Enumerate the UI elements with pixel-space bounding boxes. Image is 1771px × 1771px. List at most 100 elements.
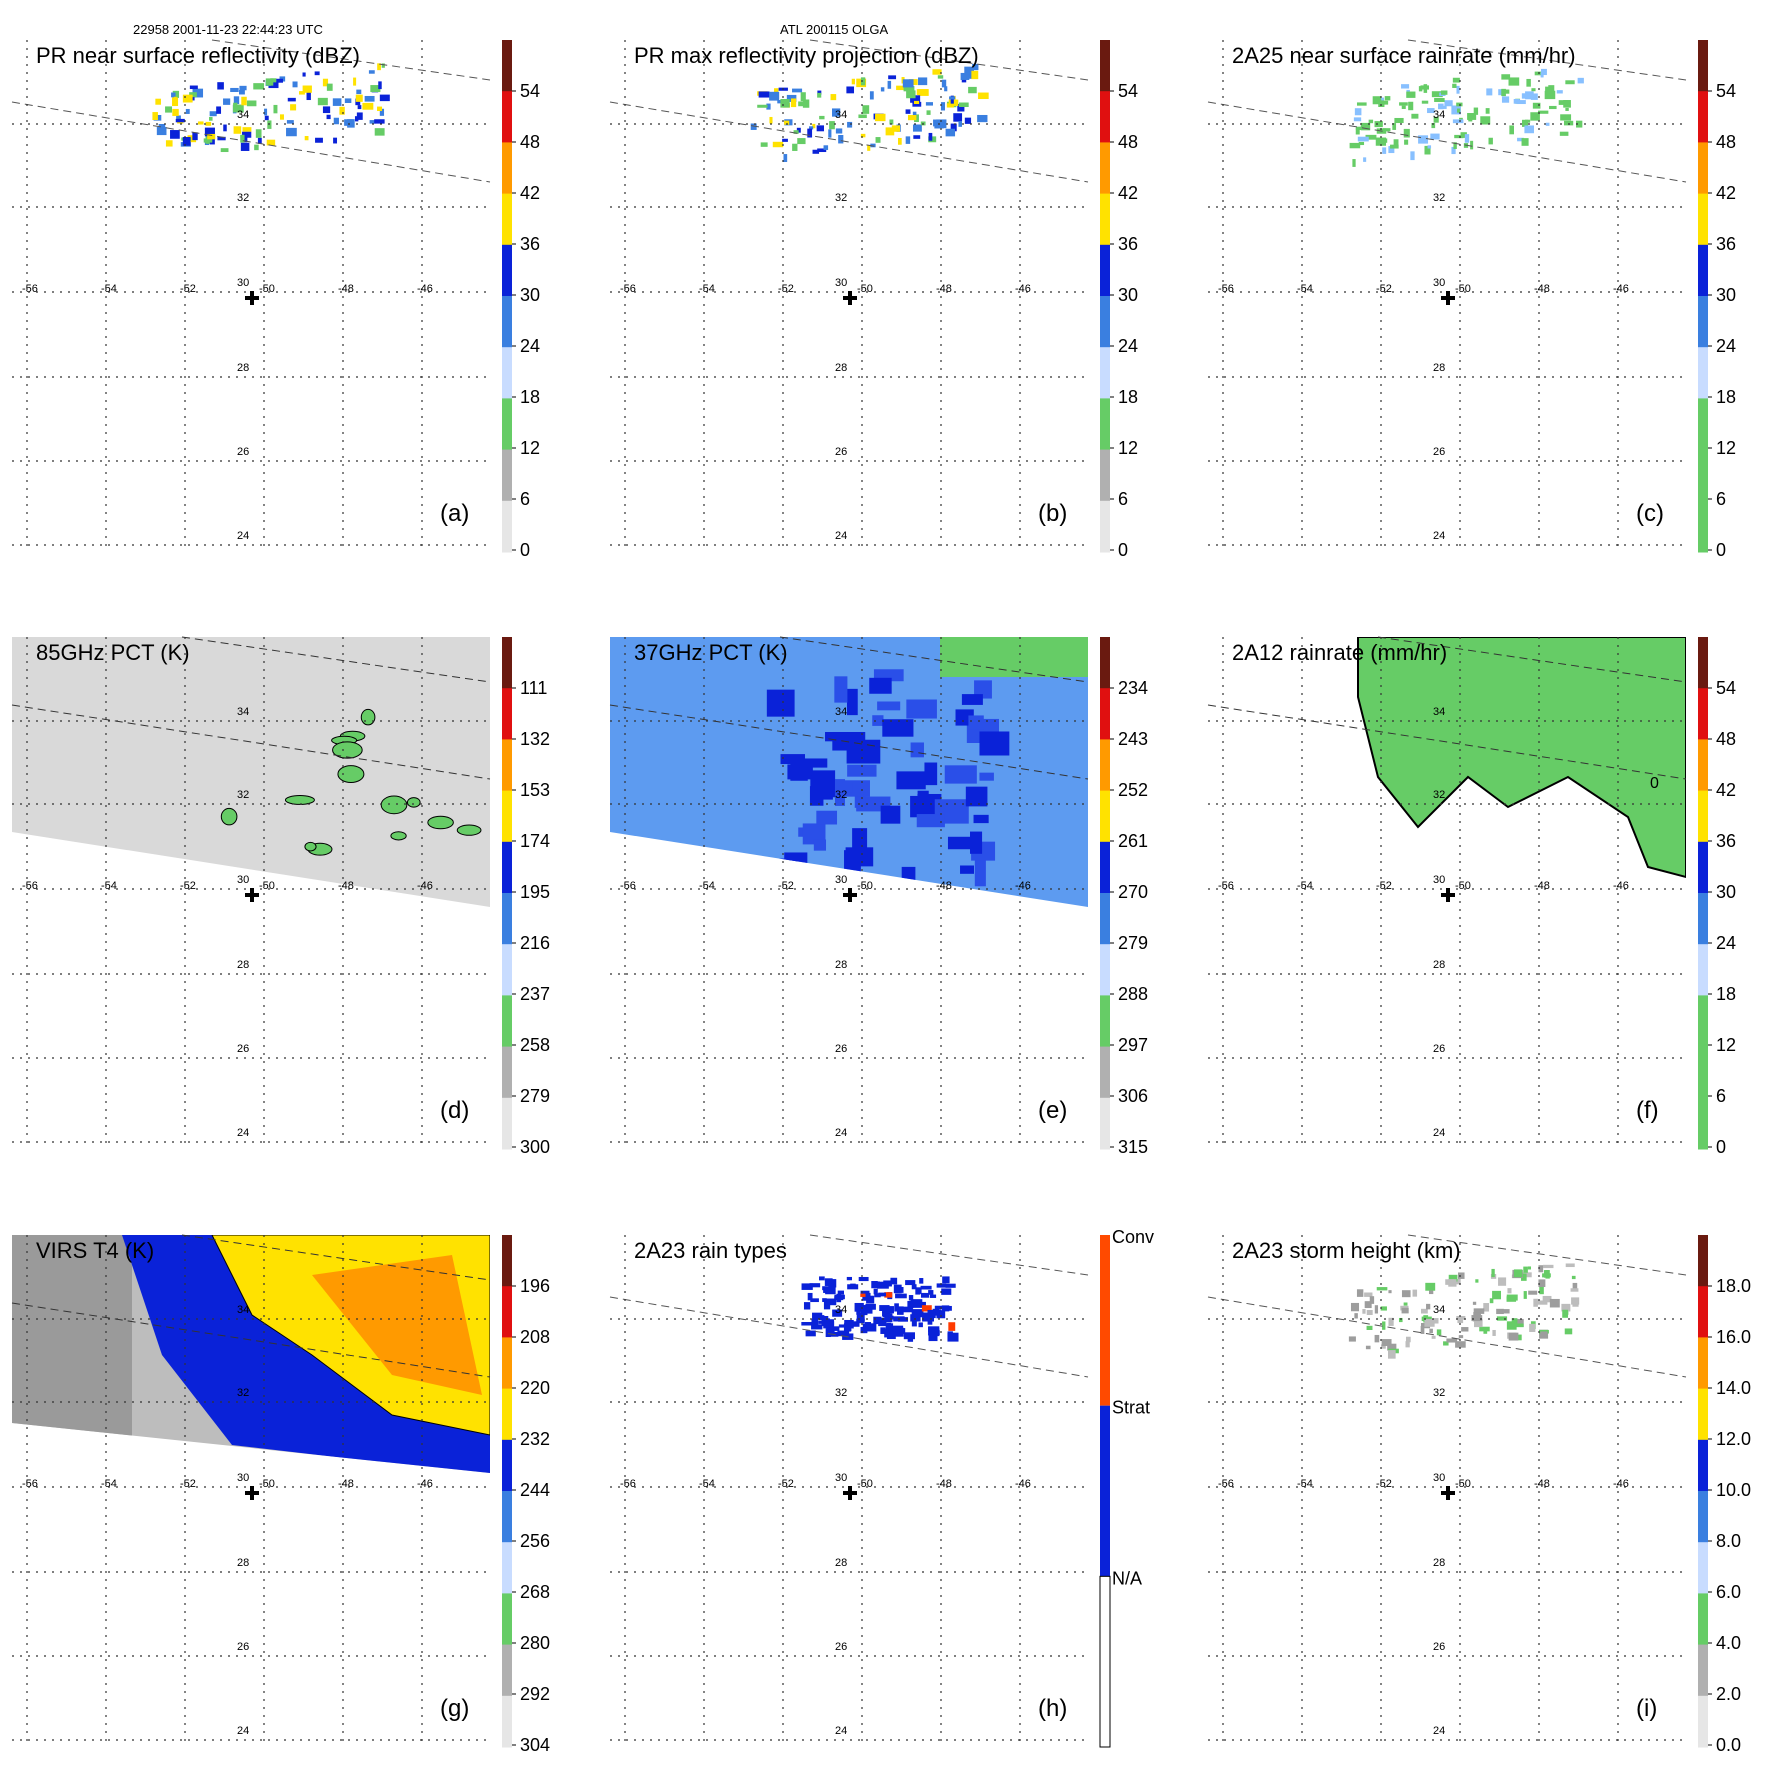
lat-tick-label: 30 [237,874,249,886]
panel-letter: (b) [1038,500,1068,527]
lat-tick-label: 28 [1433,1557,1445,1569]
panel-map: 273-56 -54 -52 -50 -48 -46 34 32 30 28 26 24 196 208 2… [11,1234,550,1755]
colorbar-tick-label: 18 [1716,387,1736,407]
colorbar-tick-label: 18 [1716,984,1736,1004]
lat-tick-label: 26 [1433,446,1445,458]
colorbar-tick-label: 6 [1716,489,1726,509]
lon-tick-label: -56 [22,283,38,295]
lon-tick-label: -48 [338,880,354,892]
lon-tick-label: -52 [180,283,196,295]
lon-tick-label: -52 [778,1478,794,1490]
colorbar-tick-label: 18.0 [1716,1276,1751,1296]
panel-letter: (e) [1038,1097,1068,1124]
lat-tick-label: 34 [237,1304,249,1316]
lon-tick-label: -46 [1613,880,1629,892]
header-storm-name: ATL 200115 OLGA [780,22,889,37]
lat-tick-label: 28 [1433,959,1445,971]
storm-center-marker [843,888,857,902]
colorbar-tick-label: 4.0 [1716,1633,1741,1653]
lat-tick-label: 32 [237,192,249,204]
colorbar-tick-label: 6 [1716,1086,1726,1106]
colorbar-tick-label: 30 [1118,285,1138,305]
colorbar-tick-label: 48 [1716,132,1736,152]
lon-tick-label: -56 [22,880,38,892]
colorbar: 54 48 42 36 30 24 18 12 6 0 [1698,40,1736,560]
lon-tick-label: -50 [1455,880,1471,892]
precip-area [750,63,989,163]
lon-tick-label: -48 [338,283,354,295]
colorbar-tick-label: 2.0 [1716,1684,1741,1704]
panel-letter: (f) [1636,1097,1659,1124]
lat-tick-label: 24 [1433,1725,1445,1737]
lon-tick-label: -50 [1455,283,1471,295]
lat-tick-label: 32 [237,789,249,801]
svg-text:273: 273 [32,1466,50,1478]
colorbar-tick-label: 24 [1716,933,1736,953]
lon-tick-label: -56 [620,1478,636,1490]
colorbar-tick-label: 196 [520,1276,550,1296]
panel-letter: (d) [440,1097,470,1124]
panel-map: -56 -54 -52 -50 -48 -46 34 32 30 28 26 24 18.0 16.0 14… [1207,1234,1751,1755]
lat-tick-label: 30 [237,1472,249,1484]
lon-tick-label: -56 [1218,880,1234,892]
lon-tick-label: -56 [22,1478,38,1490]
colorbar-tick-label: 153 [520,780,550,800]
rain-type-area [801,1276,959,1342]
lat-tick-label: 32 [1433,789,1445,801]
colorbar-tick-label: 30 [1716,285,1736,305]
panel-e: -56 -54 -52 -50 -48 -46 34 32 30 28 26 24 234 243 252 2… [609,636,1148,1157]
panel-map: -56 -54 -52 -50 -48 -46 34 32 30 28 26 24 54 48 42 36 30… [11,39,540,560]
lat-tick-label: 30 [835,1472,847,1484]
colorbar-tick-label: 8.0 [1716,1531,1741,1551]
lat-tick-label: 30 [835,277,847,289]
lat-tick-label: 30 [835,874,847,886]
panel-map: -56 -54 -52 -50 -48 -46 34 32 30 28 26 24 54 48 42 36 30… [1207,39,1736,560]
colorbar-tick-label: 216 [520,933,550,953]
lat-tick-label: 30 [1433,1472,1445,1484]
panel-letter: (g) [440,1695,470,1722]
colorbar-tick-label: 258 [520,1035,550,1055]
lat-tick-label: 32 [1433,1387,1445,1399]
storm-center-marker [245,1486,259,1500]
colorbar-tick-label: 12 [1716,1035,1736,1055]
colorbar: 196 208 220 232 244 256 268 280 292 304 [502,1235,550,1755]
colorbar: 111 132 153 174 195 216 237 258 279 300 [502,637,550,1157]
colorbar-tick-label: 208 [520,1327,550,1347]
lon-tick-label: -50 [857,1478,873,1490]
colorbar-tick-label: 0 [1716,540,1726,560]
colorbar-tick-label: 12.0 [1716,1429,1751,1449]
panel-map: -56 -54 -52 -50 -48 -463432302826241111321531… [11,636,550,1157]
lon-tick-label: -48 [936,1478,952,1490]
colorbar-tick-label: Conv [1112,1227,1154,1247]
lat-tick-label: 30 [1433,874,1445,886]
colorbar-tick-label: 48 [520,132,540,152]
lon-tick-label: -50 [259,880,275,892]
colorbar-tick-label: 42 [1118,183,1138,203]
panel-title: 85GHz PCT (K) [36,640,190,665]
colorbar-tick-label: Strat [1112,1398,1150,1418]
panel-d: -56 -54 -52 -50 -48 -46 34 32 30 28 26 24 111 132 153 1… [11,636,550,1157]
colorbar-tick-label: 111 [520,678,547,698]
panel-c: -56 -54 -52 -50 -48 -46 34 32 30 28 26 24 54 48 42 36 30… [1207,39,1736,560]
lat-tick-label: 24 [237,1127,249,1139]
panel-letter: (c) [1636,500,1664,527]
lon-tick-label: -56 [1218,283,1234,295]
colorbar-tick-label: 0 [1118,540,1128,560]
header-orbit-time: 22958 2001-11-23 22:44:23 UTC [133,22,323,37]
satellite-swath [610,637,1088,907]
colorbar-tick-label: 24 [1118,336,1138,356]
colorbar-tick-label: 243 [1118,729,1148,749]
lon-tick-label: -54 [1297,1478,1313,1490]
lon-tick-label: -46 [417,880,433,892]
colorbar-tick-label: 234 [1118,678,1148,698]
colorbar-tick-label: 280 [520,1633,550,1653]
panel-title: VIRS T4 (K) [36,1238,155,1263]
lon-tick-label: -46 [1613,283,1629,295]
colorbar-tick-label: 18 [520,387,540,407]
lat-tick-label: 32 [835,1387,847,1399]
colorbar-tick-label: 268 [520,1582,550,1602]
panel-title: PR max reflectivity projection (dBZ) [634,43,979,68]
lat-tick-label: 26 [237,446,249,458]
colorbar-tick-label: 270 [1118,882,1148,902]
colorbar-tick-label: 300 [520,1137,550,1157]
